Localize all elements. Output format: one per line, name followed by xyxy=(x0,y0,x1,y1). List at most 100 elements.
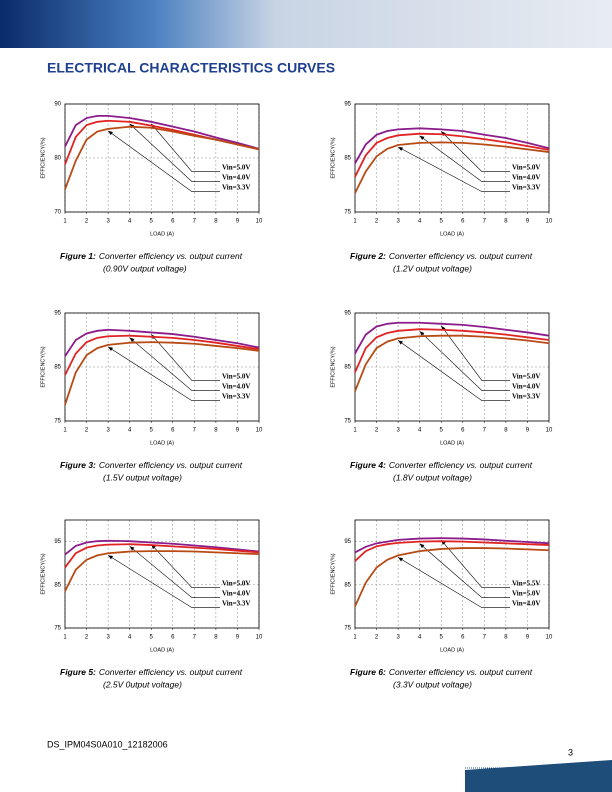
arrow-head xyxy=(108,555,114,560)
figure-caption: Figure 3: Converter efficiency vs. output… xyxy=(60,460,243,470)
y-tick-label: 85 xyxy=(54,365,61,371)
legend-label: Vin=4.0V xyxy=(222,382,250,390)
x-tick-label: 4 xyxy=(128,428,132,434)
leader-line xyxy=(441,131,510,173)
efficiency-line xyxy=(354,334,550,392)
arrow-head xyxy=(108,130,113,136)
caption-label: Figure 2: xyxy=(350,251,386,261)
x-tick-label: 5 xyxy=(150,428,154,434)
caption-text: Converter efficiency vs. output current xyxy=(99,667,243,677)
x-tick-label: 7 xyxy=(193,428,197,434)
caption-text: Converter efficiency vs. output current xyxy=(389,251,533,261)
x-tick-label: 6 xyxy=(461,635,465,641)
efficiency-line xyxy=(354,537,550,554)
x-tick-label: 8 xyxy=(214,635,218,641)
x-tick-label: 9 xyxy=(236,219,240,225)
y-tick-label: 70 xyxy=(54,210,61,216)
efficiency-line xyxy=(354,127,550,164)
x-tick-label: 4 xyxy=(128,219,132,225)
leader-line xyxy=(397,146,510,193)
arrow-head xyxy=(129,337,135,343)
y-tick-label: 85 xyxy=(344,365,351,371)
leader-line xyxy=(107,555,220,609)
efficiency-line xyxy=(354,328,550,373)
caption-label: Figure 4: xyxy=(350,460,386,470)
x-tick-label: 1 xyxy=(63,428,67,434)
y-axis-label: EFFICIENCY(%) xyxy=(330,346,336,387)
x-tick-label: 7 xyxy=(193,219,197,225)
caption-text: Converter efficiency vs. output current xyxy=(389,667,533,677)
caption-label: Figure 1: xyxy=(60,251,96,261)
x-tick-label: 5 xyxy=(440,219,444,225)
y-tick-label: 85 xyxy=(344,156,351,162)
x-tick-label: 1 xyxy=(353,219,357,225)
x-tick-label: 3 xyxy=(396,428,400,434)
x-tick-label: 7 xyxy=(193,635,197,641)
figure-caption: Figure 6: Converter efficiency vs. output… xyxy=(350,667,533,677)
x-tick-label: 8 xyxy=(504,428,508,434)
arrow-head xyxy=(398,340,403,345)
x-axis-label: LOAD (A) xyxy=(150,440,174,446)
y-tick-label: 95 xyxy=(54,539,61,545)
x-tick-label: 10 xyxy=(256,219,263,225)
y-axis-label: EFFICIENCY(%) xyxy=(40,553,46,594)
leader-line xyxy=(107,346,220,402)
x-tick-label: 5 xyxy=(440,428,444,434)
x-tick-label: 8 xyxy=(504,219,508,225)
caption-label: Figure 6: xyxy=(350,667,386,677)
x-tick-label: 7 xyxy=(483,635,487,641)
leader-line xyxy=(150,123,220,173)
efficiency-line xyxy=(354,547,550,607)
y-tick-label: 75 xyxy=(344,419,351,425)
x-tick-label: 2 xyxy=(375,635,379,641)
arrow-head xyxy=(398,557,404,562)
caption-note: (2.5V 0utput voltage) xyxy=(103,679,182,689)
x-tick-label: 8 xyxy=(214,428,218,434)
legend-label: Vin=5.0V xyxy=(512,372,540,380)
x-tick-label: 6 xyxy=(171,428,175,434)
page-title: ELECTRICAL CHARACTERISTICS CURVES xyxy=(47,60,335,76)
leader-line xyxy=(440,325,510,382)
x-tick-label: 10 xyxy=(256,428,263,434)
arrow-head xyxy=(419,543,425,549)
x-axis-label: LOAD (A) xyxy=(440,440,464,446)
caption-note: (1.5V output voltage) xyxy=(103,472,182,482)
y-tick-label: 75 xyxy=(344,626,351,632)
efficiency-line xyxy=(64,125,260,190)
leader-line xyxy=(397,340,510,402)
caption-label: Figure 5: xyxy=(60,667,96,677)
x-tick-label: 3 xyxy=(106,428,110,434)
efficiency-line xyxy=(64,539,260,556)
x-tick-label: 2 xyxy=(85,635,89,641)
leader-line xyxy=(129,545,220,599)
legend-label: Vin=5.0V xyxy=(512,589,540,597)
legend-label: Vin=3.3V xyxy=(512,392,540,400)
x-tick-label: 5 xyxy=(150,219,154,225)
caption-label: Figure 3: xyxy=(60,460,96,470)
efficiency-line xyxy=(354,132,550,178)
x-tick-label: 9 xyxy=(526,635,530,641)
caption-note: (3.3V output voltage) xyxy=(393,679,472,689)
legend-label: Vin=3.3V xyxy=(222,599,250,607)
y-tick-label: 80 xyxy=(54,156,61,162)
footer-bar xyxy=(465,760,612,792)
caption-note: (0.90V output voltage) xyxy=(103,263,187,273)
efficiency-line xyxy=(64,328,260,357)
plot-frame xyxy=(64,312,260,422)
x-tick-label: 3 xyxy=(396,219,400,225)
leader-line xyxy=(151,544,220,589)
y-tick-label: 90 xyxy=(54,102,61,108)
legend-label: Vin=5.0V xyxy=(222,579,250,587)
x-tick-label: 1 xyxy=(63,219,67,225)
legend-label: Vin=4.0V xyxy=(512,599,540,607)
y-tick-label: 85 xyxy=(344,582,351,588)
efficiency-line xyxy=(354,540,550,562)
leader-line xyxy=(150,334,220,382)
x-tick-label: 4 xyxy=(128,635,132,641)
figure-caption: Figure 2: Converter efficiency vs. output… xyxy=(350,251,533,261)
y-axis-label: EFFICIENCY(%) xyxy=(40,137,46,178)
plot-frame xyxy=(64,103,260,213)
legend-label: Vin=4.0V xyxy=(222,173,250,181)
arrow-head xyxy=(419,331,425,336)
